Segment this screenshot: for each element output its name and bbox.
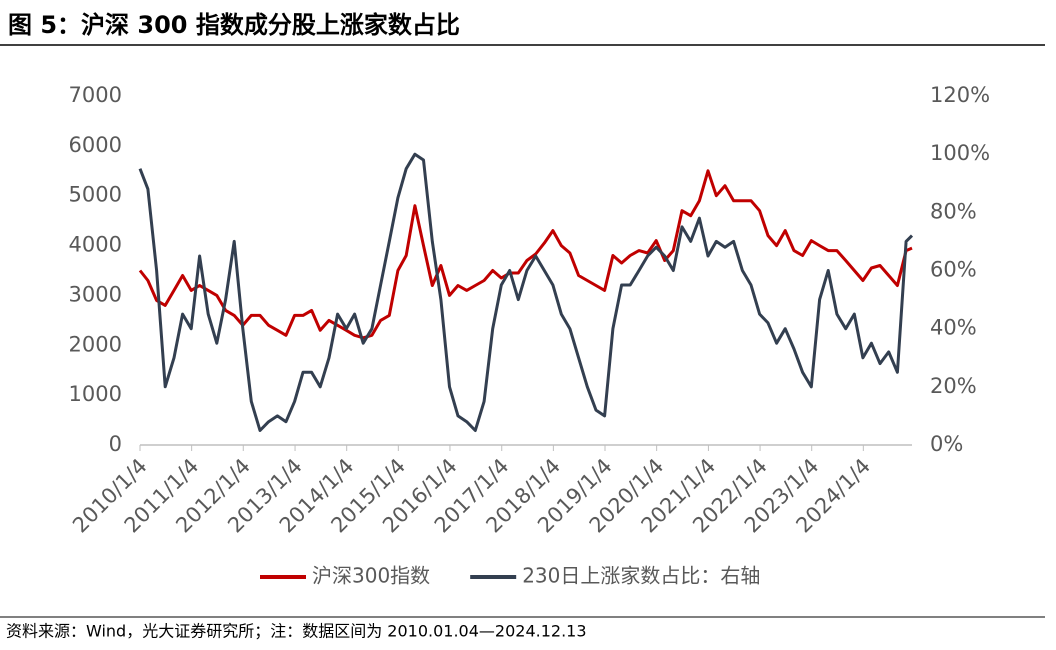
chart-title: 图 5：沪深 300 指数成分股上涨家数占比 [8,11,460,39]
y-tick-label: 2000 [69,332,122,356]
y2-tick-label: 100% [930,141,990,165]
series-line [138,152,914,432]
y-tick-label: 3000 [69,282,122,306]
y-tick-label: 1000 [69,382,122,406]
y-tick-label: 4000 [69,233,122,257]
y2-tick-label: 120% [930,83,990,107]
legend-label: 230日上涨家数占比：右轴 [522,564,760,588]
y2-tick-label: 80% [930,199,977,223]
y-tick-label: 7000 [69,83,122,107]
legend-label: 沪深300指数 [312,564,430,588]
source-note: 资料来源：Wind，光大证券研究所；注：数据区间为 2010.01.04—202… [6,622,587,641]
y2-tick-label: 20% [930,374,977,398]
y-tick-label: 0 [109,432,122,456]
series-line [138,169,913,340]
y2-tick-label: 40% [930,316,977,340]
y-tick-label: 5000 [69,183,122,207]
y2-tick-label: 60% [930,258,977,282]
y-tick-label: 6000 [69,133,122,157]
y2-tick-label: 0% [930,432,963,456]
